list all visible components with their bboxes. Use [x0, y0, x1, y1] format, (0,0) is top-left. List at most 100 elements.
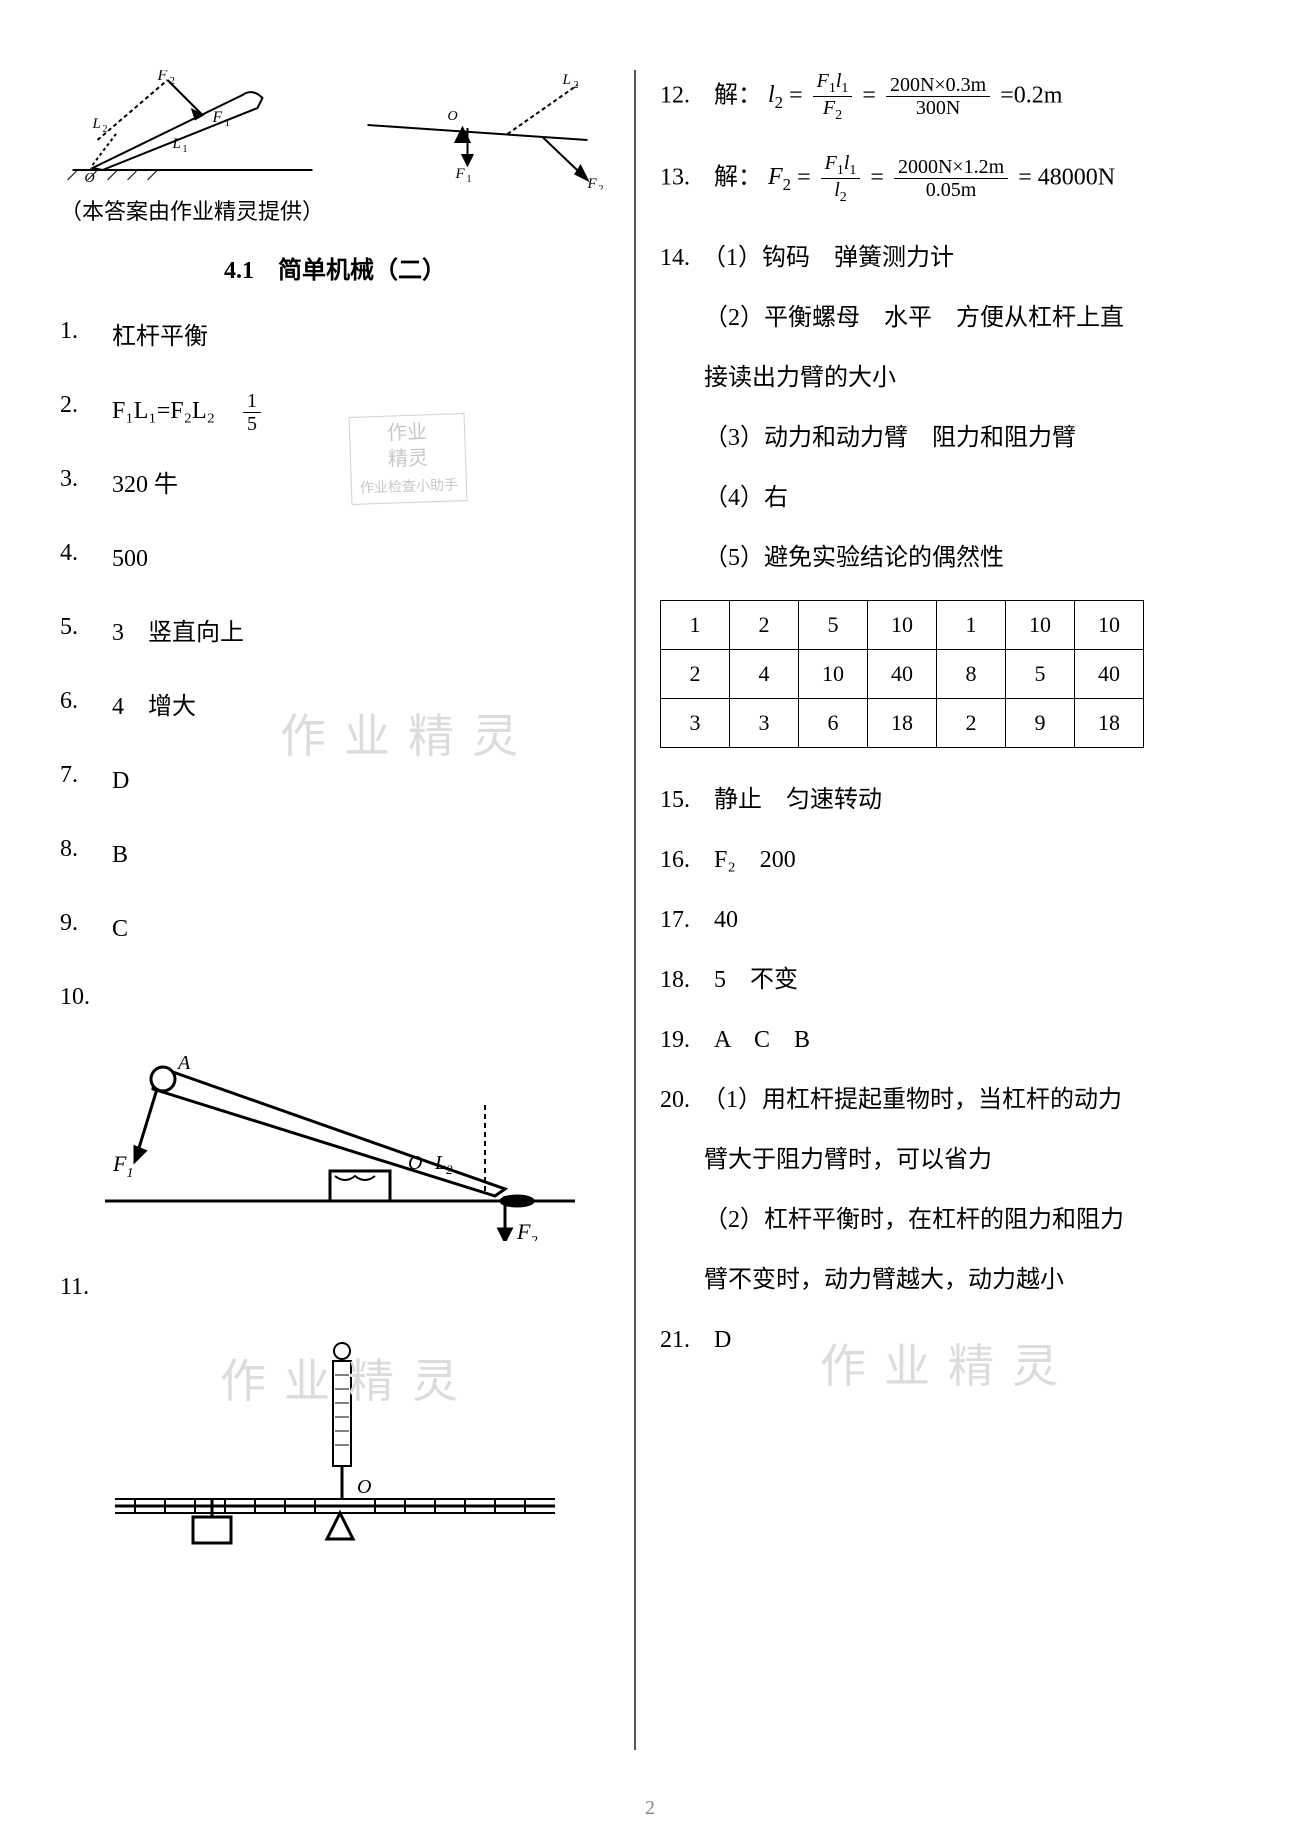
watermark-stamp: 作业 精灵 作业检查小助手 [348, 413, 467, 505]
q20-p2b: 臂不变时，动力臂越大，动力越小 [660, 1256, 1230, 1304]
item-num: 10. [60, 979, 112, 1015]
figure-10: A F1 O L2 F2 [60, 1041, 610, 1241]
answer-item-20: 20. （1）用杠杆提起重物时，当杠杆的动力 [660, 1076, 1230, 1124]
svg-text:L: L [92, 116, 101, 132]
svg-text:L: L [562, 72, 571, 88]
two-column-layout: F2 F1 L2 L1 O [60, 70, 1240, 1750]
figure-11: O [60, 1331, 610, 1551]
cell: 18 [868, 698, 937, 747]
cell: 4 [730, 649, 799, 698]
stamp-line3: 作业检查小助手 [360, 478, 458, 496]
item-text: C [112, 905, 610, 953]
cell: 40 [868, 649, 937, 698]
item-num: 9. [60, 905, 112, 953]
item-num: 5. [60, 609, 112, 657]
svg-text:O: O [448, 109, 458, 124]
answer-item-8: 8.B [60, 831, 610, 879]
diagram-top-left: F2 F1 L2 L1 O [60, 70, 325, 190]
item-num: 4. [60, 535, 112, 583]
svg-text:F: F [212, 109, 223, 126]
svg-text:O: O [85, 171, 95, 186]
table-row: 1 2 5 10 1 10 10 [661, 600, 1144, 649]
svg-text:1: 1 [467, 174, 472, 185]
q14-p2: （2）平衡螺母 水平 方便从杠杆上直 [660, 294, 1230, 342]
answer-item-5: 5.3 竖直向上 [60, 609, 610, 657]
stamp-line2: 精灵 [388, 447, 429, 470]
answer-item-10: 10. [60, 979, 610, 1015]
cell: 2 [661, 649, 730, 698]
answer-item-6: 6.4 增大 [60, 683, 610, 731]
answer-item-11: 11. [60, 1269, 610, 1305]
svg-text:F: F [157, 70, 168, 84]
answer-item-21: 21. D [660, 1316, 1230, 1364]
svg-text:L2: L2 [434, 1152, 453, 1177]
cell: 3 [661, 698, 730, 747]
svg-text:F: F [587, 176, 598, 190]
answer-item-7: 7.D [60, 757, 610, 805]
item-num: 2. [60, 387, 112, 435]
answer-item-17: 17. 40 [660, 896, 1230, 944]
answer-item-16: 16. F₂ 200 [660, 836, 1230, 884]
label-O-11: O [357, 1476, 371, 1498]
left-column: F2 F1 L2 L1 O [60, 70, 630, 1750]
answer-item-4: 4.500 [60, 535, 610, 583]
table-row: 2 4 10 40 8 5 40 [661, 649, 1144, 698]
cell: 3 [730, 698, 799, 747]
q20-p1b: 臂大于阻力臂时，可以省力 [660, 1136, 1230, 1184]
item-text: 杠杆平衡 [112, 313, 610, 361]
item-num: 3. [60, 461, 112, 509]
cell: 1 [937, 600, 1006, 649]
page-root: F2 F1 L2 L1 O [0, 0, 1300, 1838]
attribution-text: （本答案由作业精灵提供） [60, 194, 610, 226]
cell: 2 [937, 698, 1006, 747]
fraction: 1 5 [243, 390, 261, 435]
q20-p2: （2）杠杆平衡时，在杠杆的阻力和阻力 [660, 1196, 1230, 1244]
cell: 5 [799, 600, 868, 649]
svg-text:1: 1 [225, 117, 231, 129]
item-num: 1. [60, 313, 112, 361]
item-text: 4 增大 [112, 683, 610, 731]
cell: 9 [1006, 698, 1075, 747]
cell: 10 [1075, 600, 1144, 649]
stamp-line1: 作业 [387, 421, 428, 444]
item-text: B [112, 831, 610, 879]
item-num: 11. [60, 1269, 112, 1305]
cell: 18 [1075, 698, 1144, 747]
svg-text:F: F [455, 166, 466, 182]
svg-text:1: 1 [183, 144, 188, 155]
column-divider [634, 70, 636, 1750]
label-O: O [408, 1152, 422, 1174]
item-text: 3 竖直向上 [112, 609, 610, 657]
item-text: D [112, 757, 610, 805]
equation-13: 13. 解： F2 = F1l1 l2 = 2000N×1.2m 0.05m =… [660, 152, 1230, 206]
q14-p3: （3）动力和动力臂 阻力和阻力臂 [660, 414, 1230, 462]
cell: 10 [1006, 600, 1075, 649]
item-num: 6. [60, 683, 112, 731]
data-table-wrap: 1 2 5 10 1 10 10 2 4 10 40 8 5 [660, 600, 1230, 748]
svg-text:F2: F2 [516, 1219, 537, 1241]
answer-item-2: 2. F₁L₁=F₂L₂ 1 5 [60, 387, 610, 435]
data-table: 1 2 5 10 1 10 10 2 4 10 40 8 5 [660, 600, 1144, 748]
item-num: 7. [60, 757, 112, 805]
svg-text:F1: F1 [112, 1151, 133, 1181]
answer-item-18: 18. 5 不变 [660, 956, 1230, 1004]
right-column: 12. 解： l2 = F1l1 F2 = 200N×0.3m 300N =0.… [640, 70, 1230, 1750]
page-number: 2 [0, 1797, 1300, 1820]
cell: 40 [1075, 649, 1144, 698]
answer-item-19: 19. A C B [660, 1016, 1230, 1064]
svg-text:2: 2 [170, 75, 176, 87]
q14-p4: （4）右 [660, 474, 1230, 522]
svg-text:2: 2 [599, 184, 604, 190]
section-title: 4.1 简单机械（二） [60, 250, 610, 285]
answer-item-1: 1.杠杆平衡 [60, 313, 610, 361]
table-row: 3 3 6 18 2 9 18 [661, 698, 1144, 747]
answer-item-9: 9.C [60, 905, 610, 953]
svg-text:2: 2 [574, 80, 579, 91]
item-num: 8. [60, 831, 112, 879]
answer-item-3: 3.320 牛 [60, 461, 610, 509]
svg-text:L: L [172, 136, 181, 152]
svg-text:2: 2 [103, 124, 108, 135]
equation-12: 12. 解： l2 = F1l1 F2 = 200N×0.3m 300N =0.… [660, 70, 1230, 124]
answer-item-15: 15. 静止 匀速转动 [660, 776, 1230, 824]
top-diagram-row: F2 F1 L2 L1 O [60, 70, 610, 190]
